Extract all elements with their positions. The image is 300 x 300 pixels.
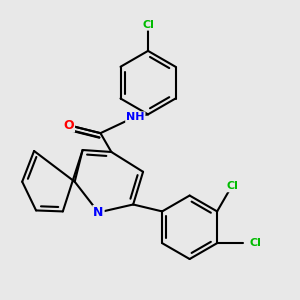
Text: O: O xyxy=(63,119,74,132)
Text: N: N xyxy=(93,206,104,219)
Text: NH: NH xyxy=(126,112,145,122)
Text: Cl: Cl xyxy=(142,20,154,30)
Text: Cl: Cl xyxy=(249,238,261,248)
Text: Cl: Cl xyxy=(226,182,238,191)
